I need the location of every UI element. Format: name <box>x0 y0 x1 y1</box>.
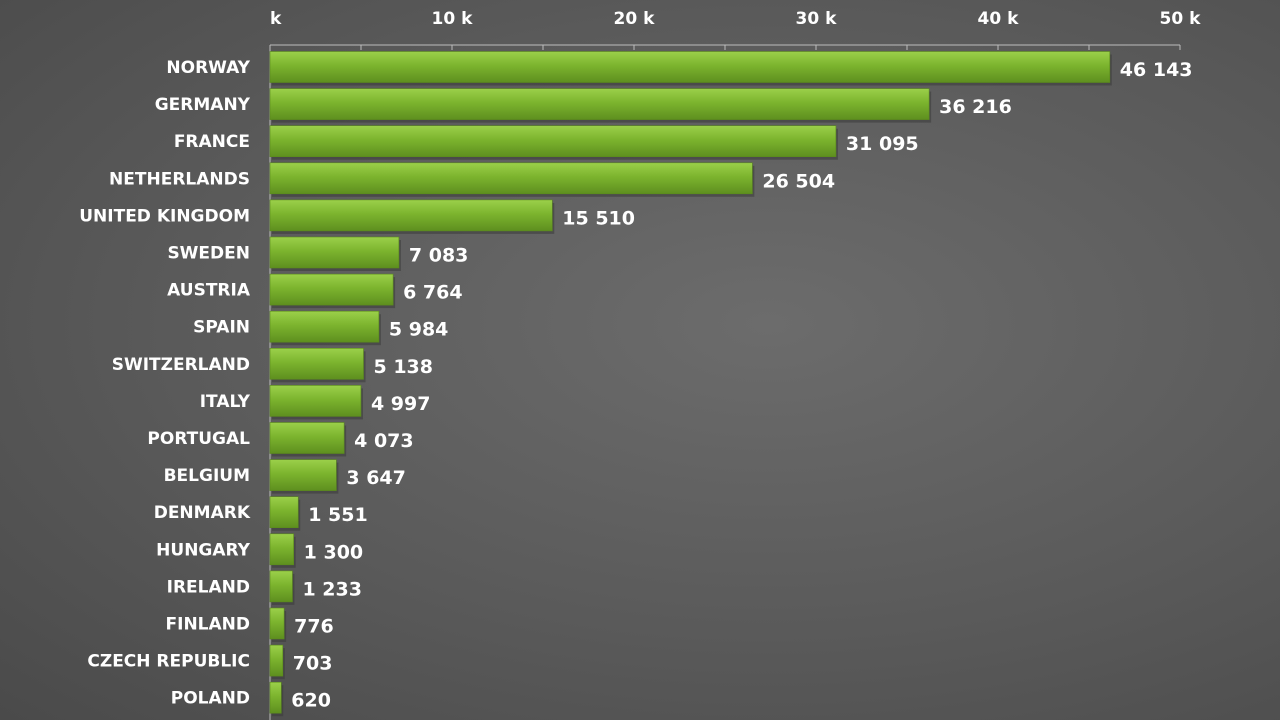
bar-row: AUSTRIA 6 764 <box>167 273 463 309</box>
bar-row: GERMANY 36 216 <box>155 88 1012 123</box>
bar-row: UNITED KINGDOM 15 510 <box>79 199 635 234</box>
bar-row: ITALY 4 997 <box>200 385 431 420</box>
value-label: 4 997 <box>371 393 431 415</box>
value-label: 7 083 <box>409 245 469 267</box>
category-label: ITALY <box>200 392 251 412</box>
category-label: DENMARK <box>154 503 251 523</box>
bar-row: IRELAND 1 233 <box>167 570 362 605</box>
bar-row: BELGIUM 3 647 <box>164 459 406 494</box>
bar <box>269 533 294 566</box>
category-label: PORTUGAL <box>147 429 250 449</box>
bar-row: PORTUGAL 4 073 <box>147 422 414 457</box>
x-tick-label: 30 k <box>796 9 838 29</box>
bar <box>269 496 299 529</box>
value-label: 46 143 <box>1120 59 1193 81</box>
bar <box>269 125 837 157</box>
bar-row: HUNGARY 1 300 <box>156 533 364 568</box>
bars: NORWAY 46 143 GERMANY 36 216 FRANCE 31 095 NET… <box>79 51 1193 717</box>
x-tick-label: 40 k <box>978 9 1020 29</box>
bar <box>269 51 1111 83</box>
value-label: 1 300 <box>304 541 364 563</box>
category-label: FINLAND <box>166 615 251 635</box>
x-tick-label: 20 k <box>614 9 656 29</box>
bar <box>269 385 362 417</box>
bar <box>269 199 553 232</box>
bar-row: FINLAND 776 <box>166 607 334 642</box>
category-label: HUNGARY <box>156 540 251 560</box>
value-label: 6 764 <box>403 282 463 304</box>
bar-row: CZECH REPUBLIC 703 <box>87 644 333 680</box>
value-label: 26 504 <box>762 170 835 192</box>
bar-row: SPAIN 5 984 <box>193 310 449 346</box>
bar-row: SWITZERLAND 5 138 <box>112 347 434 383</box>
bar-row: NETHERLANDS 26 504 <box>109 162 835 197</box>
bar-row: POLAND 620 <box>171 681 331 717</box>
bar <box>269 607 285 640</box>
x-tick-label: k <box>270 9 282 29</box>
category-label: GERMANY <box>155 95 251 115</box>
bar <box>269 273 394 306</box>
value-label: 3 647 <box>346 467 406 489</box>
value-label: 5 984 <box>389 319 449 341</box>
value-label: 1 233 <box>302 578 362 600</box>
category-label: AUSTRIA <box>167 281 251 301</box>
category-label: FRANCE <box>174 132 250 152</box>
category-label: NORWAY <box>166 58 250 78</box>
value-label: 36 216 <box>939 96 1012 118</box>
x-tick-label: 10 k <box>432 9 474 29</box>
bar <box>269 88 930 120</box>
category-label: UNITED KINGDOM <box>79 206 250 226</box>
value-label: 703 <box>293 653 333 675</box>
category-label: POLAND <box>171 689 250 709</box>
bar-row: SWEDEN 7 083 <box>167 236 469 271</box>
value-label: 31 095 <box>846 133 919 155</box>
value-label: 1 551 <box>308 504 368 526</box>
bar <box>269 459 337 491</box>
bar <box>269 644 284 677</box>
category-label: SWEDEN <box>167 244 250 264</box>
bar <box>269 347 364 380</box>
bar <box>269 310 380 343</box>
value-label: 4 073 <box>354 430 414 452</box>
category-label: IRELAND <box>167 577 250 597</box>
category-label: SWITZERLAND <box>112 355 250 375</box>
category-label: CZECH REPUBLIC <box>87 652 250 672</box>
bar-row: DENMARK 1 551 <box>154 496 368 531</box>
value-label: 5 138 <box>374 356 434 378</box>
bar-row: NORWAY 46 143 <box>166 51 1193 86</box>
bar <box>269 570 293 603</box>
category-label: BELGIUM <box>164 466 250 486</box>
value-label: 15 510 <box>562 207 635 229</box>
category-label: NETHERLANDS <box>109 169 250 189</box>
value-label: 620 <box>291 690 331 712</box>
value-label: 776 <box>294 616 334 638</box>
bar <box>269 162 753 195</box>
x-axis: k 10 k 20 k 30 k 40 k 50 k <box>269 9 1202 720</box>
category-label: SPAIN <box>193 318 250 338</box>
bar <box>269 681 282 714</box>
bar <box>269 236 400 269</box>
bar <box>269 422 345 454</box>
bar-row: FRANCE 31 095 <box>174 125 919 160</box>
x-tick-label: 50 k <box>1160 9 1202 29</box>
